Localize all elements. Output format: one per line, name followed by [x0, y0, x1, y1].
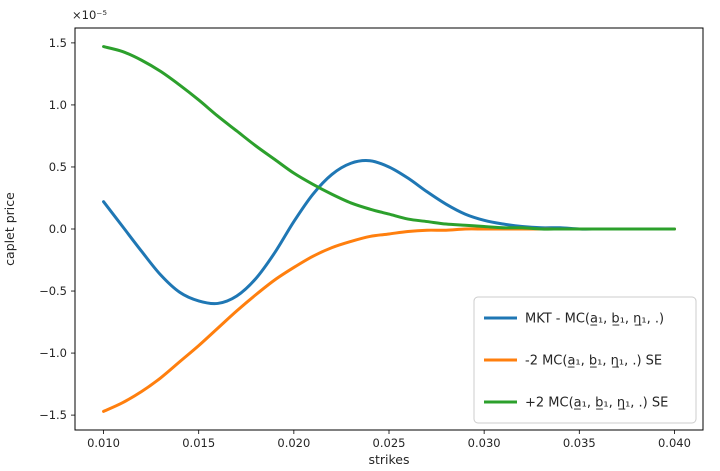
y-tick-label: −1.5 — [39, 408, 67, 422]
x-axis-label: strikes — [368, 452, 409, 467]
x-tick-label: 0.040 — [658, 436, 691, 450]
legend-label-2: +2 MC(a̲₁, b̲₁, η̲₁, .) SE — [525, 396, 668, 411]
axes-spines — [74, 27, 704, 431]
legend-label-1: -2 MC(a̲₁, b̲₁, η̲₁, .) SE — [525, 354, 662, 369]
legend-label-0: MKT - MC(a̲₁, b̲₁, η̲₁, .) — [525, 312, 664, 327]
y-axis-label: caplet price — [2, 192, 17, 266]
y-tick-label: 0.5 — [49, 160, 67, 174]
legend-box — [473, 296, 697, 424]
x-tick-label: 0.025 — [373, 436, 406, 450]
y-tick-label: −1.0 — [39, 346, 67, 360]
x-tick-label: 0.035 — [563, 436, 596, 450]
y-offset-label: ×10⁻⁵ — [72, 8, 107, 22]
series-line-2 — [102, 45, 676, 231]
x-tick-label: 0.010 — [87, 436, 120, 450]
y-tick-label: 1.0 — [49, 98, 67, 112]
y-tick-label: −0.5 — [39, 284, 67, 298]
legend: MKT - MC(a̲₁, b̲₁, η̲₁, .) -2 MC(a̲₁, b̲₁… — [473, 296, 697, 424]
x-tick-label: 0.030 — [468, 436, 501, 450]
x-tick-label: 0.020 — [277, 436, 310, 450]
y-tick-label: 0.0 — [49, 222, 67, 236]
y-tick-label: 1.5 — [49, 36, 67, 50]
x-tick-label: 0.015 — [182, 436, 215, 450]
